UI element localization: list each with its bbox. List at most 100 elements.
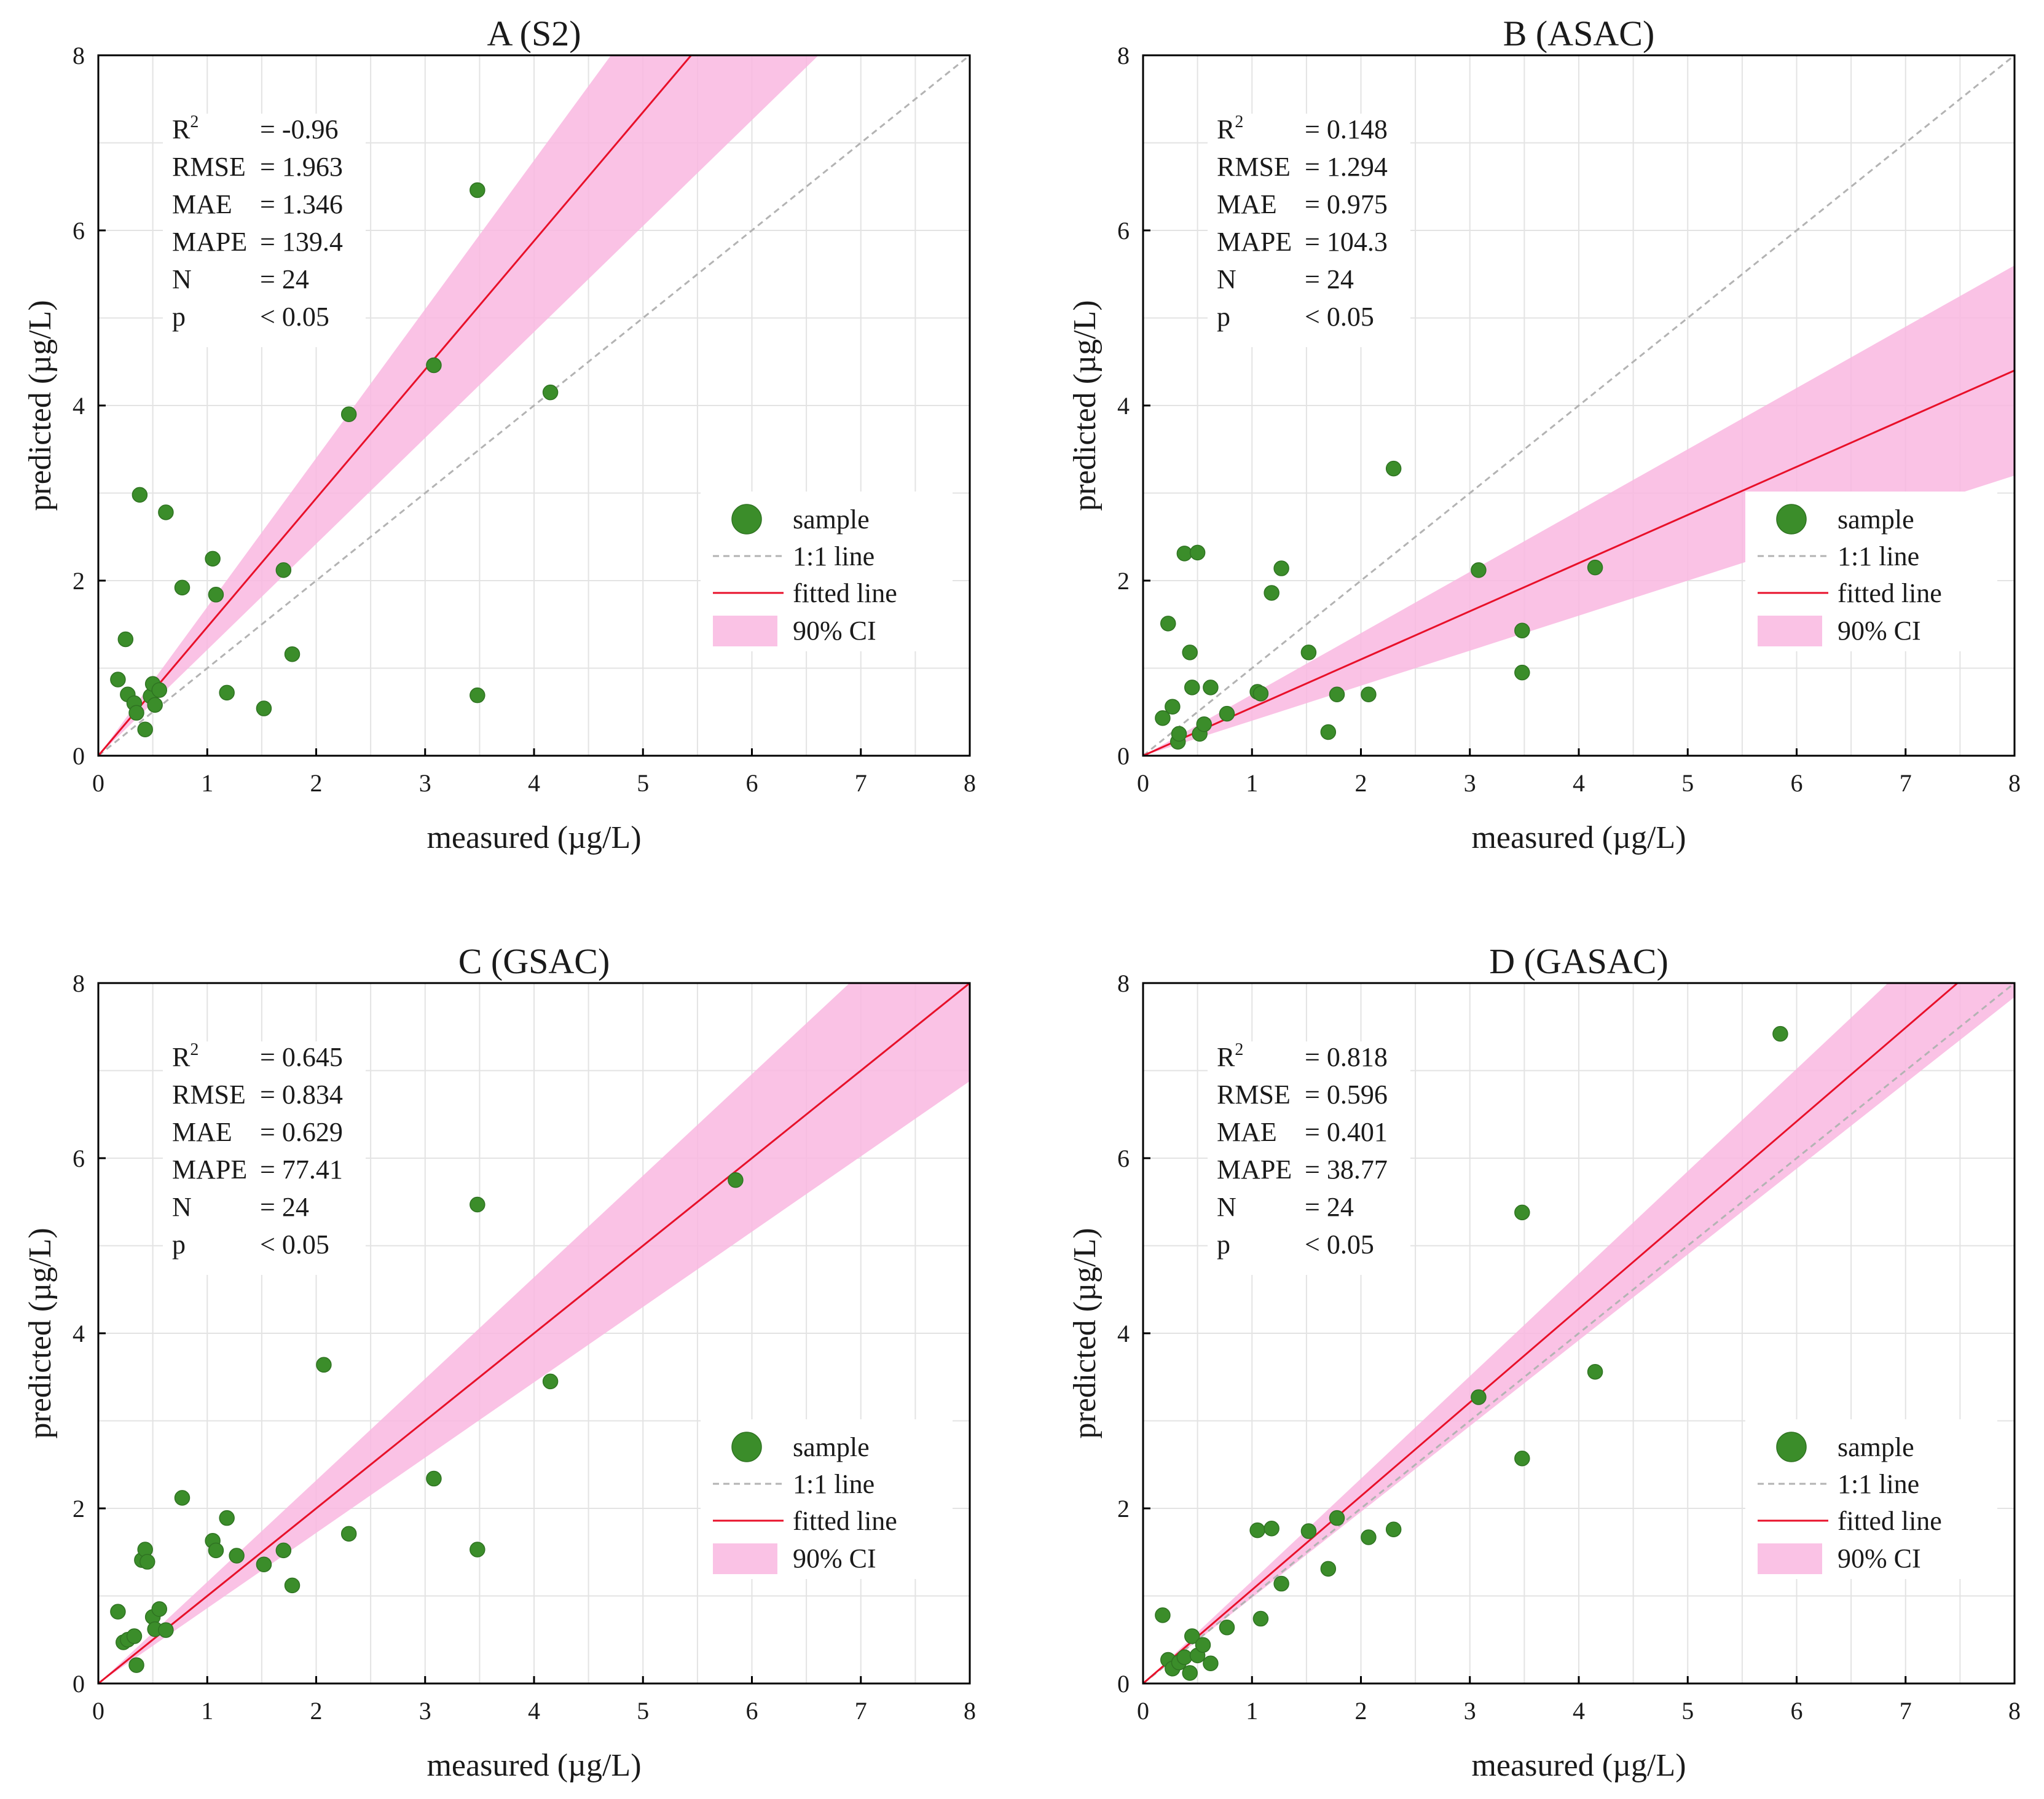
data-point (1252, 1610, 1269, 1627)
data-point (1195, 1637, 1211, 1653)
stats-value: = 1.346 (260, 189, 343, 219)
x-tick-label: 0 (1137, 769, 1149, 797)
data-point (1320, 724, 1337, 740)
y-tick-label: 6 (1117, 217, 1130, 245)
data-point (208, 587, 224, 603)
data-point (158, 1622, 174, 1638)
panel-c: 0 1 2 3 4 5 6 7 8 0 2 4 6 8 C (GSAC) measured (µg/L) pre… (23, 941, 976, 1783)
panel-title: C (GSAC) (458, 941, 610, 981)
data-point (174, 1490, 191, 1506)
stats-value: = 24 (260, 264, 309, 294)
data-point (470, 1542, 485, 1558)
y-tick-label: 2 (73, 1495, 85, 1523)
panel-title: B (ASAC) (1503, 14, 1655, 53)
data-point (1176, 546, 1193, 562)
legend-sample-label: sample (1838, 1432, 1914, 1462)
data-point (426, 357, 442, 374)
x-tick-label: 3 (1464, 769, 1476, 797)
data-point (1273, 1575, 1289, 1592)
data-point (151, 1601, 168, 1617)
data-point (1471, 562, 1487, 578)
panel-a: 0 1 2 3 4 5 6 7 8 0 2 4 6 8 A (S2) measured (µg/L) predi… (23, 14, 976, 855)
legend-sample-marker (1776, 1432, 1807, 1462)
legend-ci-swatch (1758, 1543, 1822, 1574)
legend-fit-label: fitted line (1838, 578, 1942, 608)
data-point (229, 1548, 245, 1564)
data-point (1203, 1655, 1219, 1671)
data-point (470, 182, 485, 198)
stats-background (1208, 114, 1410, 347)
legend-identity-label: 1:1 line (1838, 1469, 1919, 1499)
legend-ci-label: 90% CI (1838, 1543, 1921, 1574)
stats-label: MAE (172, 1117, 232, 1147)
x-tick-label: 0 (92, 1697, 104, 1725)
fitted-line (98, 55, 693, 756)
legend-sample-marker (1776, 504, 1807, 535)
x-tick-label: 7 (855, 1697, 867, 1725)
data-point (219, 1510, 235, 1526)
data-point (1196, 716, 1213, 732)
identity-line (1143, 983, 2015, 1683)
ci-band (1143, 265, 2015, 756)
x-tick-label: 0 (1137, 1697, 1149, 1725)
data-point (208, 1542, 224, 1559)
data-point (1361, 1529, 1377, 1545)
y-tick-label: 2 (1117, 567, 1130, 595)
data-point (316, 1357, 332, 1373)
stats-label: MAE (1217, 189, 1277, 219)
legend-ci-label: 90% CI (793, 616, 876, 646)
stats-value: = 0.975 (1305, 189, 1388, 219)
stats-value: = 0.401 (1305, 1117, 1388, 1147)
stats-label: MAPE (1217, 1154, 1292, 1185)
legend-identity-label: 1:1 line (1838, 541, 1919, 571)
data-point (158, 504, 174, 520)
y-tick-label: 4 (1117, 1320, 1130, 1347)
x-tick-label: 4 (1573, 1697, 1585, 1725)
stats-value: = 0.596 (1305, 1080, 1388, 1110)
data-point (284, 1577, 301, 1594)
data-point (1514, 1204, 1530, 1221)
data-point (1514, 1451, 1530, 1467)
data-point (470, 1196, 485, 1213)
x-tick-label: 5 (637, 1697, 649, 1725)
stats-background (163, 1041, 366, 1275)
stats-value: = 77.41 (260, 1154, 343, 1185)
legend-ci-label: 90% CI (1838, 616, 1921, 646)
x-axis-label: measured (µg/L) (1471, 1748, 1686, 1783)
stats-label: MAE (1217, 1117, 1277, 1147)
x-tick-label: 2 (310, 769, 323, 797)
data-point (426, 1470, 442, 1487)
x-tick-label: 2 (1355, 769, 1367, 797)
plot-area (1143, 55, 2015, 756)
data-point (256, 700, 272, 716)
data-point (132, 487, 148, 503)
stats-value: = 0.834 (260, 1080, 343, 1110)
y-tick-label: 0 (73, 742, 85, 770)
data-point (1385, 1521, 1402, 1537)
data-point (1300, 1523, 1317, 1539)
stats-value: < 0.05 (260, 1229, 329, 1260)
data-point (1219, 1620, 1235, 1636)
x-tick-label: 4 (1573, 769, 1585, 797)
superscript-2: 2 (190, 1040, 199, 1059)
x-axis-label: measured (µg/L) (426, 1748, 641, 1783)
stats-value: = 0.629 (260, 1117, 343, 1147)
data-point (1587, 559, 1603, 576)
stats-value: = -0.96 (260, 114, 338, 144)
data-point (1165, 699, 1181, 715)
y-tick-label: 8 (73, 42, 85, 69)
data-point (1264, 1521, 1279, 1537)
data-point (1514, 622, 1530, 638)
y-tick-label: 0 (1117, 742, 1130, 770)
y-tick-label: 6 (73, 1145, 85, 1172)
data-point (1320, 1561, 1337, 1577)
x-tick-label: 1 (1246, 1697, 1258, 1725)
data-point (1514, 664, 1530, 681)
legend-fit-label: fitted line (793, 578, 897, 608)
legend-ci-swatch (1758, 616, 1822, 646)
plot-area (1143, 983, 2015, 1683)
data-point (126, 1628, 143, 1644)
stats-value: < 0.05 (1305, 302, 1374, 332)
data-point (151, 682, 168, 698)
